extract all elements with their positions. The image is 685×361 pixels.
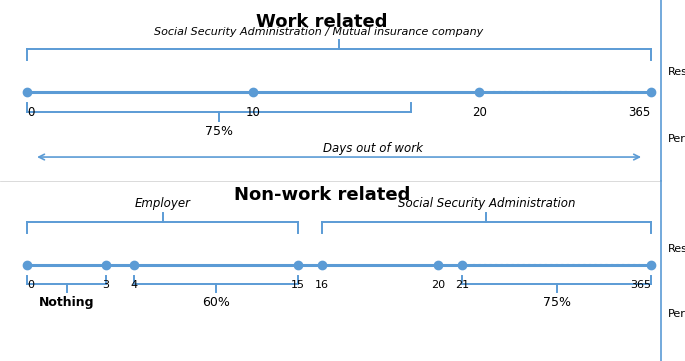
Text: Responsible: Responsible (668, 244, 685, 254)
Text: 20: 20 (472, 106, 487, 119)
Text: 21: 21 (456, 280, 469, 290)
Text: 10: 10 (246, 106, 261, 119)
Text: 16: 16 (315, 280, 329, 290)
Text: 15: 15 (291, 280, 305, 290)
Text: 365: 365 (629, 106, 651, 119)
Text: 3: 3 (103, 280, 110, 290)
Text: Percentage: Percentage (668, 134, 685, 144)
Text: Percentage: Percentage (668, 309, 685, 319)
Text: 0: 0 (27, 106, 35, 119)
Text: 4: 4 (130, 280, 137, 290)
Text: Work related: Work related (256, 13, 388, 31)
Text: Non-work related: Non-work related (234, 186, 410, 204)
Text: 20: 20 (432, 280, 445, 290)
Text: 75%: 75% (543, 296, 571, 309)
Text: Days out of work: Days out of work (323, 142, 423, 155)
Text: Social Security Administration: Social Security Administration (397, 197, 575, 210)
Text: 365: 365 (630, 280, 651, 290)
Text: Employer: Employer (135, 197, 190, 210)
Text: 0: 0 (27, 280, 34, 290)
Text: Responsible: Responsible (668, 67, 685, 77)
Text: Social Security Administration / Mutual insurance company: Social Security Administration / Mutual … (154, 27, 483, 37)
Text: 75%: 75% (206, 125, 233, 138)
Text: 60%: 60% (202, 296, 229, 309)
Text: Nothing: Nothing (39, 296, 95, 309)
